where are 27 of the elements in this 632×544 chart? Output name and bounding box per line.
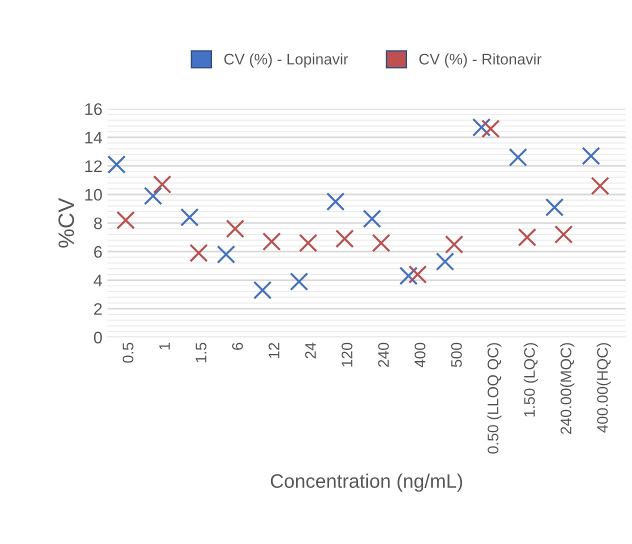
y-tick-label: 16 <box>85 103 102 116</box>
y-tick-label: 6 <box>94 246 102 258</box>
legend-label: CV (%) - Lopinavir <box>224 53 348 68</box>
x-tick-label: 400.00(HQC) <box>596 343 611 433</box>
y-axis-title: %CV <box>58 198 74 248</box>
x-tick-label: 24 <box>305 342 316 358</box>
x-tick-label: 6 <box>232 342 243 350</box>
legend-label: CV (%) - Ritonavir <box>419 53 542 68</box>
y-tick-label: 0 <box>94 332 102 344</box>
x-tick-label: 1.50 (LQC) <box>524 343 538 417</box>
x-tick-label: 0.50 (LLOQ QC) <box>487 343 502 454</box>
x-tick-label: 1 <box>159 342 170 350</box>
y-tick-label: 2 <box>94 303 102 315</box>
x-tick-label: 240 <box>378 342 389 367</box>
y-tick-label: 12 <box>85 160 102 172</box>
x-tick-label: 240.00(MQC) <box>560 343 574 434</box>
x-tick-label: 12 <box>268 342 280 358</box>
x-tick-label: 1.5 <box>196 342 206 362</box>
x-axis-title: Concentration (ng/mL) <box>270 474 462 492</box>
y-tick-label: 10 <box>85 188 102 201</box>
y-tick-label: 14 <box>85 132 102 144</box>
x-tick-label: 0.5 <box>122 342 134 363</box>
x-tick-label: 120 <box>342 342 352 366</box>
y-tick-label: 4 <box>94 274 102 286</box>
x-tick-label: 500 <box>451 342 462 368</box>
y-tick-label: 8 <box>94 217 102 230</box>
x-tick-label: 400 <box>414 342 426 368</box>
